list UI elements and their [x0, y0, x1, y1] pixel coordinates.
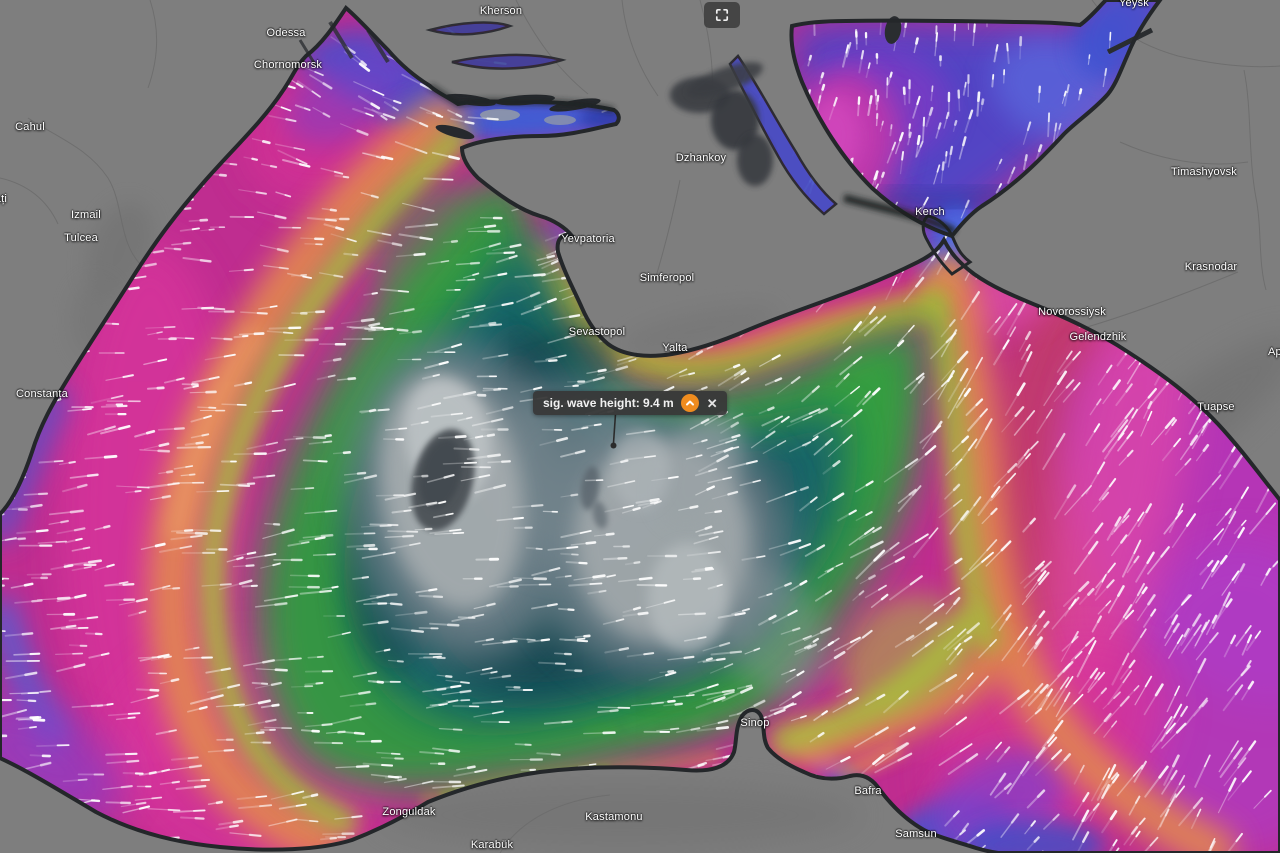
city-label-constanta: Constanța: [16, 388, 68, 400]
city-label-galati: Galați: [0, 193, 7, 205]
wave-height-popup[interactable]: sig. wave height: 9.4 m ✕: [533, 391, 727, 415]
city-label-izmail: Izmail: [71, 209, 101, 221]
city-label-zonguldak: Zonguldak: [382, 806, 436, 818]
popup-value-text: sig. wave height: 9.4 m: [543, 396, 674, 410]
fullscreen-corners-icon: [715, 8, 729, 22]
city-label-apsheronsk: Apsheronsk: [1267, 346, 1280, 358]
city-label-chornomorsk: Chornomorsk: [253, 59, 323, 71]
city-label-simferopol: Simferopol: [639, 272, 695, 284]
close-popup-button[interactable]: ✕: [706, 395, 718, 411]
city-label-kerch: Kerch: [915, 206, 945, 218]
chevron-up-icon: [685, 400, 694, 406]
city-label-cahul: Cahul: [15, 121, 45, 133]
city-label-gelendzhik: Gelendzhik: [1069, 331, 1127, 343]
city-label-tulcea: Tulcea: [64, 232, 98, 244]
city-label-yevpatoria: Yevpatoria: [561, 233, 615, 245]
city-label-kherson: Kherson: [479, 5, 523, 17]
city-label-tuapse: Tuapse: [1197, 401, 1235, 413]
city-label-yalta: Yalta: [662, 342, 688, 354]
city-label-novorossiysk: Novorossiysk: [1038, 306, 1106, 318]
city-label-timashyovsk: Timashyovsk: [1171, 166, 1237, 178]
city-label-bafra: Bafra: [854, 785, 882, 797]
city-label-dzhankoy: Dzhankoy: [675, 152, 727, 164]
city-label-kastamonu: Kastamonu: [585, 811, 643, 823]
city-label-samsun: Samsun: [895, 828, 937, 840]
estuary-waters: [425, 21, 838, 216]
city-label-karabuk: Karabük: [470, 839, 514, 851]
city-label-sevastopol: Sevastopol: [568, 326, 626, 338]
city-label-yeysk: Yeysk: [1119, 0, 1149, 9]
city-label-sinop: Sinop: [740, 717, 770, 729]
city-label-odessa: Odessa: [266, 27, 306, 39]
expand-popup-button[interactable]: [680, 394, 699, 412]
city-label-krasnodar: Krasnodar: [1184, 261, 1238, 273]
fullscreen-button[interactable]: [704, 2, 740, 28]
